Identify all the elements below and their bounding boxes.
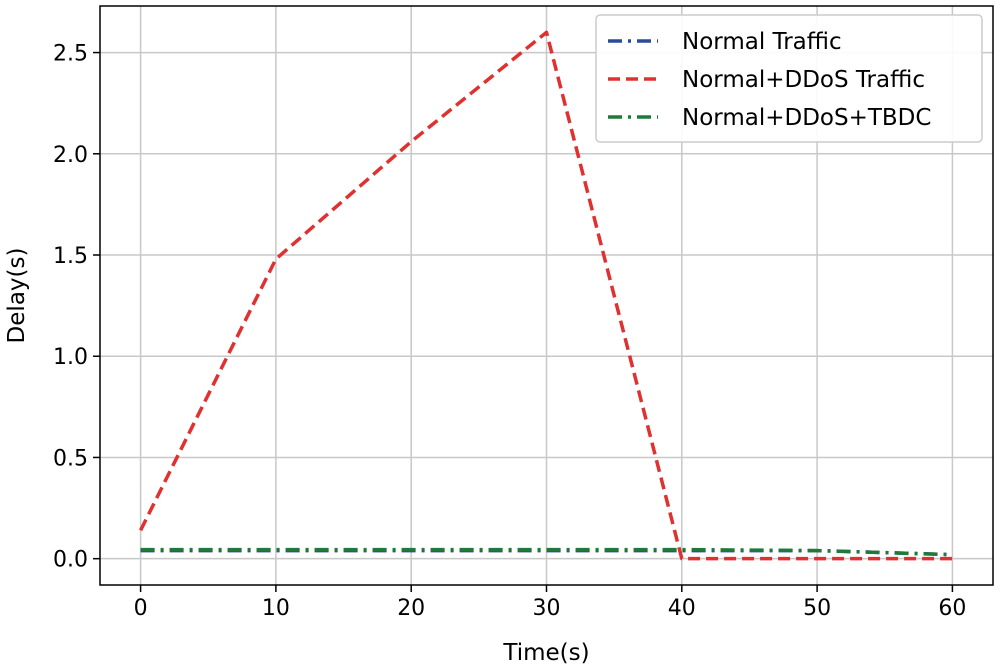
x-tick-label: 50: [803, 596, 831, 621]
x-tick-label: 30: [533, 596, 561, 621]
y-tick-label: 1.5: [53, 244, 88, 269]
legend-label: Normal+DDoS Traffic: [682, 67, 925, 93]
y-axis-label: Delay(s): [4, 248, 30, 344]
legend-label: Normal Traffic: [682, 29, 842, 55]
y-tick-label: 0.0: [53, 548, 88, 573]
x-tick-label: 40: [668, 596, 696, 621]
x-axis-label: Time(s): [502, 640, 589, 666]
y-tick-label: 1.0: [53, 345, 88, 370]
legend: Normal Traffic Normal+DDoS Traffic Normal+…: [595, 14, 983, 143]
axis-ticks: 0 10 20 30 40 50 60 0.0 0.5 1.0 1.5 2.0 2.5: [53, 42, 966, 621]
x-tick-label: 10: [262, 596, 290, 621]
series-line: [140, 547, 953, 557]
y-tick-label: 0.5: [53, 446, 88, 471]
series-lines: [139, 30, 953, 561]
x-tick-label: 20: [397, 596, 425, 621]
legend-box: [595, 14, 983, 143]
x-tick-label: 60: [938, 596, 966, 621]
legend-label: Normal+DDoS+TBDC: [682, 105, 931, 131]
series-line: [139, 30, 953, 561]
y-tick-label: 2.5: [53, 42, 88, 67]
x-tick-label: 0: [134, 596, 148, 621]
y-tick-label: 2.0: [53, 143, 88, 168]
